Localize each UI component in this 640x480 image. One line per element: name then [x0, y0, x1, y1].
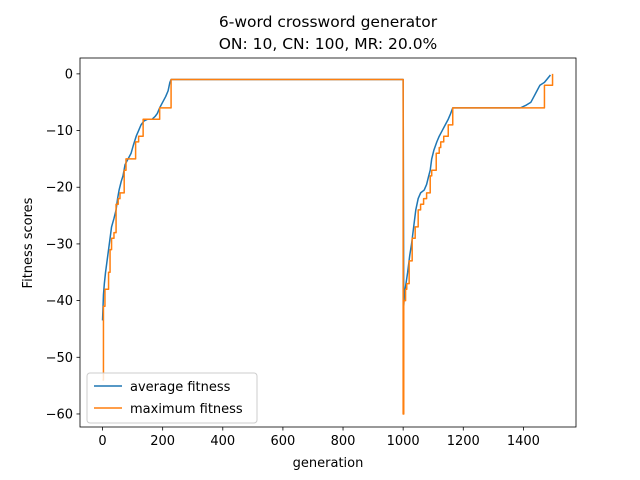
x-tick-label-800: 800 [331, 434, 356, 449]
legend-box [86, 372, 258, 424]
x-tick-label-1000: 1000 [387, 434, 420, 449]
y-tick-label-0: 0 [65, 67, 73, 82]
plot-area: 0 200 400 600 800 1000 1200 1400 0 −10 −20 −30 −40 −5… [46, 57, 577, 449]
legend: average fitness maximum fitness [86, 372, 258, 424]
x-tick-label-200: 200 [150, 434, 175, 449]
series-line-maximum-fitness [102, 73, 554, 415]
axes-frame [79, 57, 577, 428]
x-tick-label-600: 600 [270, 434, 295, 449]
y-tick-label--20: −20 [46, 181, 73, 196]
y-tick-label--10: −10 [46, 124, 73, 139]
legend-label-maximum: maximum fitness [130, 402, 243, 417]
y-tick-label--60: −60 [46, 407, 73, 422]
chart-subtitle: ON: 10, CN: 100, MR: 20.0% [219, 35, 438, 53]
x-axis-label: generation [293, 456, 364, 471]
y-axis-label: Fitness scores [21, 197, 36, 288]
y-tick-label--40: −40 [46, 294, 73, 309]
x-tick-label-0: 0 [98, 434, 106, 449]
x-tick-label-400: 400 [210, 434, 235, 449]
series-line-average-fitness [101, 74, 552, 321]
chart-title: 6-word crossword generator [219, 13, 438, 31]
x-tick-label-1200: 1200 [447, 434, 480, 449]
x-tick-label-1400: 1400 [507, 434, 540, 449]
y-tick-label--30: −30 [46, 237, 73, 252]
legend-label-average: average fitness [130, 380, 231, 395]
y-tick-label--50: −50 [46, 351, 73, 366]
